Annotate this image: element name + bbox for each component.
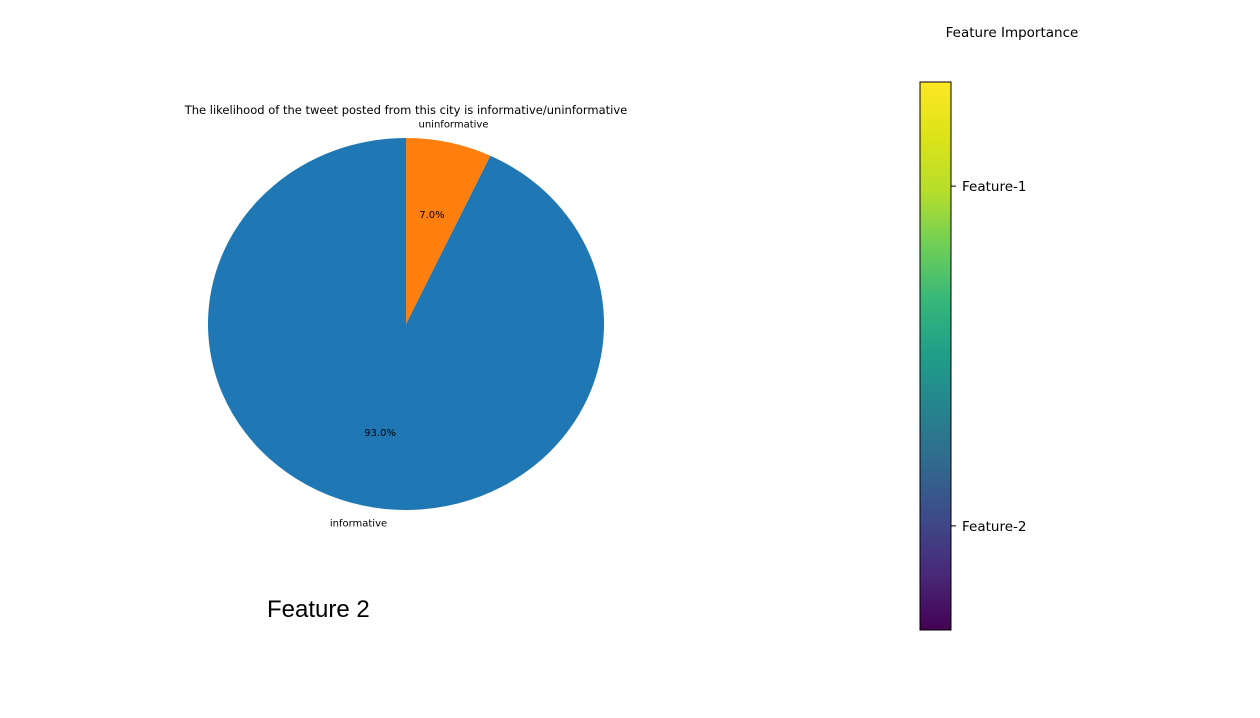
pie-label-uninformative: uninformative xyxy=(419,119,489,130)
figure-caption: Feature 2 xyxy=(267,596,370,623)
colorbar: Feature Importance Feature-1 Feature-2 xyxy=(919,25,1079,631)
pie-value-label-uninformative: 7.0% xyxy=(419,210,444,221)
colorbar-gradient xyxy=(919,81,952,631)
pie-value-label-informative: 93.0% xyxy=(364,428,396,439)
pie-chart: The likelihood of the tweet posted from … xyxy=(184,103,628,530)
pie-title: The likelihood of the tweet posted from … xyxy=(184,103,628,117)
colorbar-tick-label-1: Feature-1 xyxy=(962,179,1026,195)
colorbar-tick-label-2: Feature-2 xyxy=(962,519,1026,535)
colorbar-title: Feature Importance xyxy=(946,25,1079,41)
pie-slice-uninformative xyxy=(406,138,491,324)
pie-slice-informative xyxy=(208,138,605,510)
pie-label-informative: informative xyxy=(330,519,387,530)
